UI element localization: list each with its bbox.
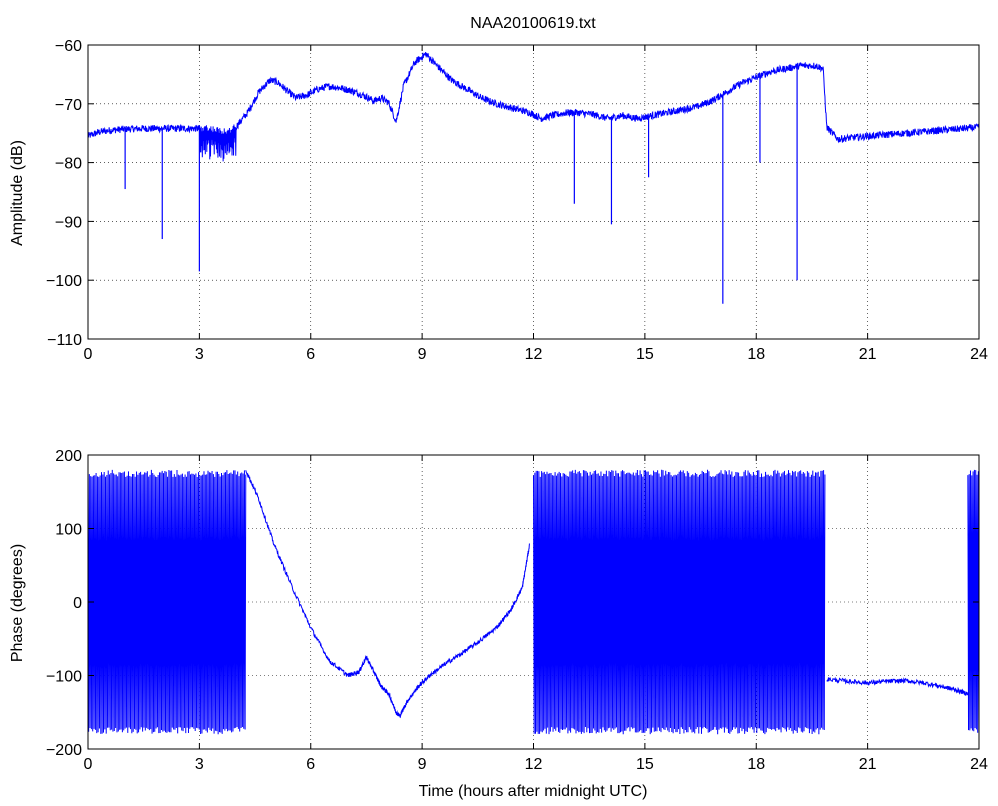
x-tick-label: 24 <box>970 346 988 363</box>
phase-oscillation-segment <box>967 469 979 733</box>
x-tick-label: 21 <box>859 756 877 773</box>
chart-title: NAA20100619.txt <box>470 15 596 32</box>
series-group <box>88 469 979 735</box>
y-tick-label: −90 <box>55 214 82 231</box>
x-tick-label: 15 <box>636 756 654 773</box>
x-tick-label: 6 <box>306 346 315 363</box>
amplitude-series-line <box>88 51 979 162</box>
y-tick-label: −100 <box>46 273 82 290</box>
y-tick-label: 100 <box>55 522 82 539</box>
y-tick-label: −80 <box>55 156 82 173</box>
phase-oscillation-segment <box>533 469 826 735</box>
y-tick-label: −70 <box>55 97 82 114</box>
x-tick-label: 0 <box>84 346 93 363</box>
x-tick-label: 9 <box>418 346 427 363</box>
x-tick-label: 3 <box>195 756 204 773</box>
y-tick-label: 0 <box>73 595 82 612</box>
phase-series-line <box>826 676 969 696</box>
x-tick-label: 3 <box>195 346 204 363</box>
amplitude-y-axis-label: Amplitude (dB) <box>9 140 26 246</box>
phase-series-line <box>245 470 530 719</box>
phase-oscillation-segment <box>88 469 247 735</box>
time-x-axis-label: Time (hours after midnight UTC) <box>419 783 648 800</box>
x-tick-label: 12 <box>525 346 543 363</box>
x-tick-label: 12 <box>525 756 543 773</box>
x-tick-label: 18 <box>747 756 765 773</box>
y-tick-label: −110 <box>47 332 82 349</box>
x-tick-label: 15 <box>636 346 654 363</box>
y-tick-label: −100 <box>46 669 82 686</box>
y-tick-label: 200 <box>55 448 82 465</box>
x-tick-label: 18 <box>747 346 765 363</box>
x-tick-label: 24 <box>970 756 988 773</box>
x-tick-label: 21 <box>859 346 877 363</box>
x-tick-label: 6 <box>306 756 315 773</box>
phase-y-axis-label: Phase (degrees) <box>9 544 26 662</box>
amplitude-plot: NAA20100619.txt Amplitude (dB) 0 3 6 9 12 15 1… <box>9 15 988 363</box>
series-group <box>88 51 979 304</box>
y-tick-label: −60 <box>55 38 82 55</box>
phase-plot: Time (hours after midnight UTC) Phase (d… <box>9 448 988 800</box>
y-tick-label: −200 <box>46 742 82 759</box>
x-tick-label: 0 <box>84 756 93 773</box>
x-tick-label: 9 <box>418 756 427 773</box>
